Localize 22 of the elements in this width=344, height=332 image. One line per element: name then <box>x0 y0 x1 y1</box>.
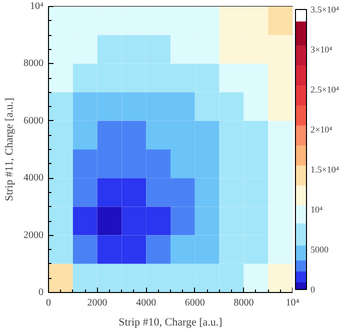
color-bar-label: 2.5×10⁴ <box>310 84 339 94</box>
y-tick-label: 4000 <box>24 172 44 184</box>
y-tick-label: 8000 <box>24 58 44 70</box>
x-axis-title: Strip #10, Charge [a.u.] <box>118 316 222 328</box>
x-tick-label: 10⁴ <box>286 298 300 308</box>
x-tick-label: 4000 <box>136 298 156 308</box>
x-tick-label: 6000 <box>184 298 205 308</box>
x-tick-label: 2000 <box>87 298 108 308</box>
color-bar-label: 3.5×10⁴ <box>310 4 339 14</box>
y-tick-label: 6000 <box>24 115 44 126</box>
y-tick-label: 2000 <box>24 230 44 241</box>
color-bar-label: 0 <box>310 284 316 294</box>
y-axis-title: Strip #11, Charge [a.u.] <box>4 98 16 202</box>
color-bar-label: 1.5×10⁴ <box>310 164 339 174</box>
color-bar-label: 3×10⁴ <box>310 44 332 54</box>
color-bar-label: 10⁴ <box>310 204 323 214</box>
x-tick-label: 8000 <box>234 298 254 308</box>
color-bar-label: 5000 <box>310 244 329 254</box>
y-tick-label: 10⁴ <box>30 1 44 12</box>
y-tick-label: 0 <box>38 287 44 298</box>
x-tick-label: 0 <box>46 298 51 308</box>
color-bar-label: 2×10⁴ <box>310 124 332 134</box>
